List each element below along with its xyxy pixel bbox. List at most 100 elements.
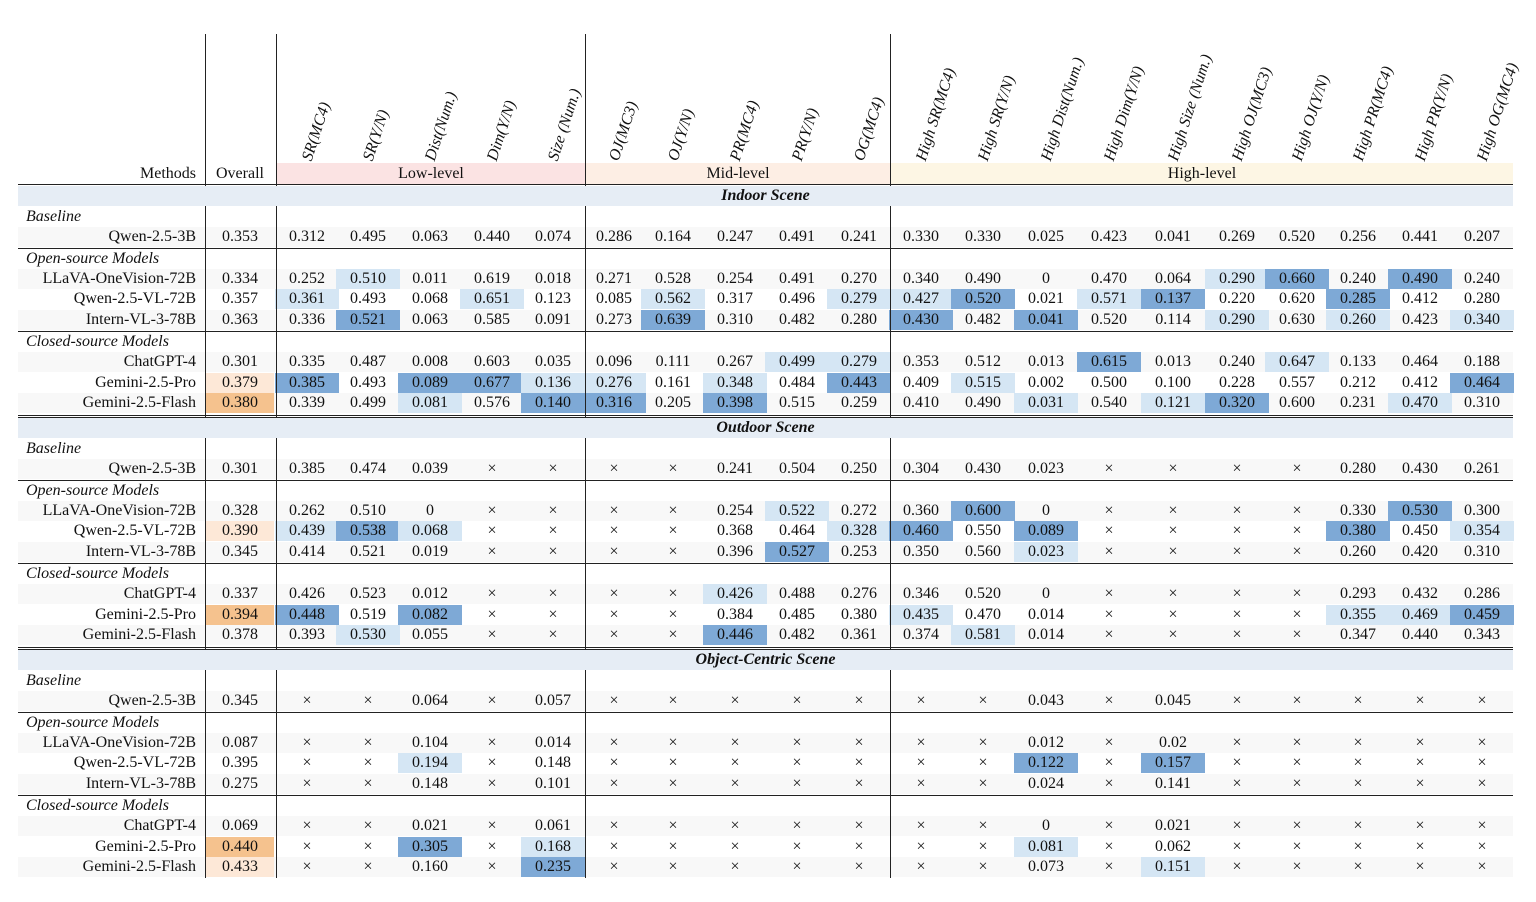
group-label: Open-source Models: [26, 249, 160, 267]
overall-value: 0.390: [222, 522, 258, 540]
method-name: Intern-VL-3-78B: [85, 775, 196, 793]
scene-band-cover: [18, 418, 206, 438]
column-header: High SR(Y/N): [975, 73, 1019, 163]
score-cell: ×: [1104, 626, 1114, 644]
score-cell: ×: [1415, 837, 1425, 855]
score-cell: ×: [1232, 543, 1242, 561]
method-name: Gemini-2.5-Flash: [82, 394, 196, 412]
score-cell: ×: [1477, 837, 1487, 855]
score-cell: ×: [1104, 522, 1114, 540]
score-cell: ×: [1232, 605, 1242, 623]
method-name: Gemini-2.5-Pro: [95, 373, 196, 391]
score-cell: ×: [1353, 754, 1363, 772]
score-cell: 0.256: [1340, 228, 1376, 245]
score-cell: 0.677: [474, 373, 510, 391]
score-cell: 0.024: [1028, 775, 1064, 793]
column-header: High Dist(Num.): [1038, 55, 1088, 163]
cell-highlight: [1388, 500, 1452, 521]
method-name: Qwen-2.5-VL-72B: [73, 754, 196, 772]
score-cell: 0.336: [289, 311, 325, 329]
score-cell: ×: [609, 460, 619, 477]
score-cell: 0.089: [412, 373, 448, 391]
cell-highlight: [336, 268, 400, 289]
cell-highlight: [1450, 521, 1514, 542]
score-cell: 0.420: [1402, 543, 1438, 561]
cell-highlight: [765, 542, 829, 563]
cell-highlight: [336, 625, 400, 646]
score-cell: 0.380: [1340, 522, 1376, 540]
column-header: PR(MC4): [727, 98, 763, 163]
score-cell: 0.317: [717, 290, 753, 308]
cell-highlight: [827, 289, 891, 310]
score-cell: 0.220: [1219, 290, 1255, 308]
method-name: LLaVA-OneVision-72B: [42, 269, 196, 287]
scene-band-cover: [206, 650, 1513, 670]
score-cell: 0.520: [1091, 311, 1127, 329]
overall-value: 0.379: [222, 373, 258, 391]
score-cell: ×: [730, 816, 740, 834]
score-cell: 0.515: [779, 394, 815, 412]
score-cell: 0.270: [841, 269, 877, 287]
overall-value: 0.378: [222, 626, 258, 644]
score-cell: ×: [916, 754, 926, 772]
score-cell: 0.440: [1402, 626, 1438, 644]
score-cell: ×: [668, 501, 678, 519]
column-header: PR(Y/N): [789, 106, 822, 163]
score-cell: ×: [1104, 775, 1114, 793]
score-cell: ×: [1232, 522, 1242, 540]
score-cell: 0.368: [717, 522, 753, 540]
score-cell: 0.410: [903, 394, 939, 412]
score-cell: ×: [302, 858, 312, 876]
cell-highlight: [1388, 604, 1452, 625]
score-cell: 0.122: [1028, 754, 1064, 772]
score-cell: ×: [1292, 816, 1302, 834]
section-rule: [18, 417, 1513, 418]
score-cell: 0.385: [289, 460, 325, 477]
score-cell: 0.521: [350, 311, 386, 329]
score-cell: 0.253: [841, 543, 877, 561]
column-header: OJ(Y/N): [665, 106, 698, 163]
method-name: Qwen-2.5-3B: [108, 228, 196, 245]
score-cell: ×: [302, 816, 312, 834]
score-cell: ×: [609, 605, 619, 623]
cell-highlight: [521, 857, 585, 878]
cell-highlight: [1450, 372, 1514, 393]
score-cell: 0.014: [1028, 626, 1064, 644]
score-cell: 0.279: [841, 290, 877, 308]
cell-highlight: [1014, 753, 1078, 774]
score-cell: ×: [302, 692, 312, 709]
score-cell: 0.312: [289, 228, 325, 245]
score-cell: 0.240: [1464, 269, 1500, 287]
score-cell: 0.228: [1219, 373, 1255, 391]
score-cell: ×: [978, 754, 988, 772]
score-cell: ×: [609, 775, 619, 793]
score-cell: 0.440: [474, 228, 510, 245]
score-cell: 0.073: [1028, 858, 1064, 876]
overall-header: Overall: [216, 165, 264, 182]
methods-header: Methods: [140, 165, 196, 182]
score-cell: 0.123: [535, 290, 571, 308]
score-cell: 0.012: [412, 584, 448, 602]
score-cell: 0.409: [903, 373, 939, 391]
score-cell: ×: [916, 692, 926, 709]
group-rule: [18, 479, 1513, 481]
score-cell: ×: [548, 543, 558, 561]
score-cell: 0.064: [412, 692, 448, 709]
score-cell: ×: [548, 626, 558, 644]
method-name: LLaVA-OneVision-72B: [42, 733, 196, 751]
score-cell: 0.096: [596, 352, 632, 370]
score-cell: 0.530: [350, 626, 386, 644]
cell-highlight: [460, 372, 524, 393]
cell-highlight: [951, 372, 1015, 393]
score-cell: ×: [668, 837, 678, 855]
score-cell: ×: [1232, 775, 1242, 793]
score-cell: 0.443: [841, 373, 877, 391]
score-cell: 0.055: [412, 626, 448, 644]
score-cell: 0.495: [350, 228, 386, 245]
score-cell: 0.460: [903, 522, 939, 540]
column-header: High PR(MC4): [1350, 64, 1397, 163]
cell-highlight: [1205, 393, 1269, 414]
score-cell: 0.247: [717, 228, 753, 245]
score-cell: 0.074: [535, 228, 571, 245]
score-cell: ×: [1104, 816, 1114, 834]
